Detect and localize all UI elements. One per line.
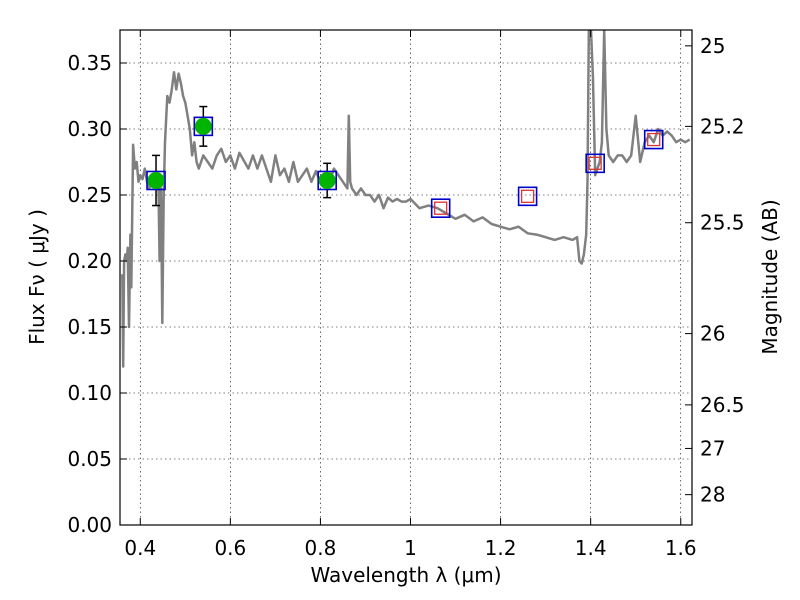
model-photometry-marker <box>430 198 451 218</box>
x-axis-title: Wavelength λ (μm) <box>310 563 501 587</box>
y2-tick-label: 26 <box>700 322 725 346</box>
grid <box>120 30 692 525</box>
y2-tick-label: 28 <box>700 483 725 507</box>
y2-tick-label: 25.5 <box>700 211 745 235</box>
y-tick-label: 0.20 <box>67 249 112 273</box>
y2-axis: 25 25.2 25.5 26 26.5 27 28 <box>685 34 745 507</box>
y2-tick-label: 27 <box>700 436 725 460</box>
observed-point <box>194 117 212 135</box>
model-photometry-marker <box>585 153 605 174</box>
observed-point <box>147 171 165 189</box>
y-axis: 0.00 0.05 0.10 0.15 0.20 0.25 0.30 0.35 <box>67 51 127 537</box>
upper-limit-marker <box>434 201 448 215</box>
y2-tick-label: 25 <box>700 34 725 58</box>
y-tick-label: 0.10 <box>67 381 112 405</box>
upper-limit-marker <box>588 156 602 170</box>
y-tick-label: 0.15 <box>67 315 112 339</box>
y-axis-title: Flux Fν ( μJy ) <box>25 209 49 345</box>
x-tick-label: 0.8 <box>305 536 337 560</box>
x-tick-label: 1.6 <box>665 536 697 560</box>
x-tick-label: 0.6 <box>214 536 246 560</box>
marker-layer <box>146 105 664 218</box>
observed-point <box>318 171 336 189</box>
upper-limit-marker <box>520 189 535 203</box>
model-photometry-marker <box>193 116 214 137</box>
x-tick-label: 1.4 <box>575 536 607 560</box>
y2-tick-label: 26.5 <box>700 393 745 417</box>
x-tick-label: 1.2 <box>485 536 517 560</box>
upper-limit-marker <box>647 132 661 147</box>
y-tick-label: 0.35 <box>67 51 112 75</box>
x-axis: 0.4 0.6 0.8 1 1.2 1.4 1.6 <box>124 30 697 560</box>
x-tick-label: 0.4 <box>124 536 156 560</box>
model-photometry-marker <box>317 170 337 191</box>
y2-tick-label: 25.2 <box>700 114 745 138</box>
y2-axis-title: Magnitude (AB) <box>758 199 782 354</box>
y-tick-label: 0.30 <box>67 117 112 141</box>
y-tick-label: 0.25 <box>67 183 112 207</box>
y-tick-label: 0.05 <box>67 447 112 471</box>
model-photometry-marker <box>643 129 664 150</box>
y-tick-label: 0.00 <box>67 513 112 537</box>
model-photometry-marker <box>517 186 538 207</box>
model-photometry-marker <box>146 170 166 191</box>
x-tick-label: 1 <box>404 536 417 560</box>
plot-frame <box>119 29 693 526</box>
